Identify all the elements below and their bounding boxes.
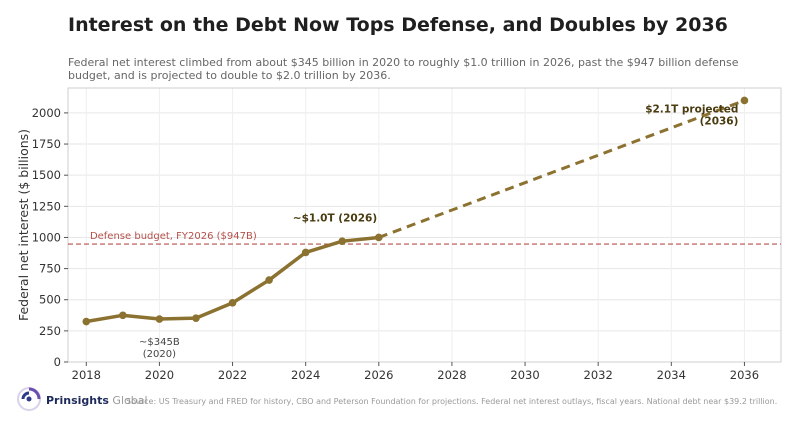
brand-name: Prinsights Global <box>46 394 148 407</box>
data-point <box>338 237 347 245</box>
data-point <box>82 317 91 326</box>
y-tick-label: 0 <box>54 355 61 369</box>
chart-subtitle: Federal net interest climbed from about … <box>68 56 739 82</box>
data-point <box>374 233 383 242</box>
x-tick-label: 2034 <box>657 368 686 382</box>
x-tick-label: 2028 <box>437 368 466 382</box>
x-tick-label: 2036 <box>730 368 759 382</box>
x-tick-label: 2026 <box>364 368 393 382</box>
brand-name-sub: Global <box>112 394 148 407</box>
annotation-2036-line1: $2.1T projected <box>645 103 738 115</box>
brand-logo-icon <box>17 387 41 411</box>
y-tick-label: 1250 <box>32 199 61 213</box>
data-point <box>228 299 237 307</box>
y-tick-label: 1500 <box>32 168 61 182</box>
y-tick-label: 500 <box>39 293 61 307</box>
defense-budget-label: Defense budget, FY2026 ($947B) <box>90 231 257 242</box>
data-point <box>155 315 164 323</box>
annotation-2026: ~$1.0T (2026) <box>293 212 377 224</box>
y-axis-label: Federal net interest ($ billions) <box>16 129 31 321</box>
data-point <box>192 314 200 322</box>
data-point <box>301 248 310 257</box>
x-tick-label: 2020 <box>145 368 174 382</box>
annotation-2036-line2: (2036) <box>700 115 739 127</box>
footer: Prinsights Global Source: US Treasury an… <box>16 386 786 416</box>
x-tick-label: 2022 <box>218 368 247 382</box>
x-tick-label: 2018 <box>72 368 101 382</box>
chart-title: Interest on the Debt Now Tops Defense, a… <box>68 14 728 36</box>
data-point <box>265 276 273 284</box>
annotation-2020-line1: ~$345B <box>139 337 180 348</box>
y-tick-label: 750 <box>39 262 61 276</box>
source-note: Source: US Treasury and FRED for history… <box>126 397 778 406</box>
plot-frame <box>67 87 782 363</box>
chart-area: 0 250 500 750 1000 1250 1500 1750 2000 2018 2020 20… <box>16 87 782 382</box>
y-tick-label: 1000 <box>32 230 61 244</box>
brand-name-main: Prinsights <box>46 394 109 407</box>
x-tick-label: 2030 <box>510 368 539 382</box>
x-tick-label: 2032 <box>584 368 613 382</box>
y-tick-label: 2000 <box>32 106 61 120</box>
annotation-2020-line2: (2020) <box>143 349 176 360</box>
series-projection-line <box>378 99 745 239</box>
y-tick-label: 1750 <box>32 137 61 151</box>
y-tick-label: 250 <box>39 324 61 338</box>
data-point <box>119 311 127 320</box>
x-tick-label: 2024 <box>291 368 320 382</box>
data-point-projection <box>740 96 749 105</box>
